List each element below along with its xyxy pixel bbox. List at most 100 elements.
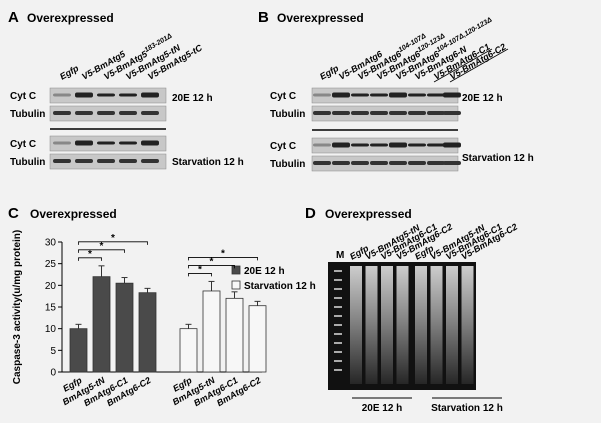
gel-lane <box>415 266 427 384</box>
band <box>351 143 369 147</box>
ladder-band <box>334 279 342 281</box>
band <box>427 93 445 97</box>
bar <box>202 290 221 373</box>
gel-lane <box>365 266 378 384</box>
band <box>53 93 71 97</box>
significance-marker: * <box>111 233 115 244</box>
band <box>141 92 159 98</box>
band <box>53 159 71 163</box>
significance-marker: * <box>100 241 104 252</box>
panel-letter: B <box>258 9 269 26</box>
ladder-band <box>334 360 342 362</box>
band <box>427 161 445 165</box>
band <box>389 92 407 98</box>
panel-letter: C <box>8 205 19 222</box>
ladder-band <box>334 324 342 326</box>
band <box>97 159 115 163</box>
band <box>389 142 407 148</box>
band <box>119 159 137 163</box>
y-tick-label: 20 <box>45 281 57 292</box>
band <box>351 93 369 97</box>
band <box>370 111 388 115</box>
legend-swatch <box>231 280 241 290</box>
ladder-band <box>334 351 342 353</box>
legend-label: Starvation 12 h <box>244 281 316 292</box>
row-label: Tubulin <box>10 109 45 120</box>
legend-label: 20E 12 h <box>244 266 285 277</box>
ladder-band <box>334 288 342 290</box>
condition-label: Starvation 12 h <box>462 153 534 164</box>
row-label: Cyt C <box>10 139 36 150</box>
bar <box>138 292 157 373</box>
band <box>119 111 137 115</box>
band <box>408 111 426 115</box>
panel-letter: A <box>8 9 19 26</box>
band <box>427 143 445 147</box>
marker-lane-label: M <box>336 250 344 261</box>
band <box>97 93 115 97</box>
bar <box>225 297 244 373</box>
significance-marker: * <box>88 249 92 260</box>
significance-bracket <box>188 265 235 269</box>
panel-title: Overexpressed <box>27 11 114 25</box>
group-label: 20E 12 h <box>362 403 403 414</box>
band <box>332 161 350 165</box>
gel-lane <box>381 266 393 384</box>
band <box>427 111 445 115</box>
row-label: Cyt C <box>10 91 36 102</box>
bar <box>115 282 134 373</box>
row-label: Cyt C <box>270 91 296 102</box>
legend-swatch <box>231 265 241 275</box>
band <box>75 92 93 98</box>
condition-label: 20E 12 h <box>172 93 213 104</box>
ladder-band <box>334 306 342 308</box>
significance-marker: * <box>210 256 214 267</box>
band <box>351 161 369 165</box>
band <box>75 159 93 163</box>
gel-lane <box>430 266 443 384</box>
band <box>119 141 137 145</box>
significance-bracket <box>188 257 258 261</box>
band <box>443 111 461 115</box>
band <box>370 93 388 97</box>
ladder-band <box>334 369 342 371</box>
band <box>351 111 369 115</box>
band <box>313 143 331 147</box>
y-tick-label: 15 <box>45 303 57 314</box>
gel-lane <box>446 266 458 384</box>
y-tick-label: 5 <box>50 346 56 357</box>
band <box>443 92 461 98</box>
band <box>443 142 461 148</box>
band <box>141 111 159 115</box>
significance-bracket <box>188 273 212 277</box>
gel-lane <box>396 266 409 384</box>
band <box>389 161 407 165</box>
significance-bracket <box>78 241 148 245</box>
band <box>408 161 426 165</box>
band <box>313 111 331 115</box>
underline <box>449 48 509 83</box>
condition-label: Starvation 12 h <box>172 157 244 168</box>
significance-marker: * <box>198 264 202 275</box>
bar <box>179 328 198 373</box>
band <box>97 111 115 115</box>
row-label: Tubulin <box>270 159 305 170</box>
band <box>97 141 115 145</box>
ladder-band <box>334 315 342 317</box>
panel-title: Overexpressed <box>30 207 117 221</box>
band <box>389 111 407 115</box>
band <box>313 93 331 97</box>
gel-lane <box>350 266 362 384</box>
row-label: Cyt C <box>270 141 296 152</box>
band <box>443 161 461 165</box>
significance-bracket <box>78 257 102 261</box>
band <box>332 92 350 98</box>
condition-label: 20E 12 h <box>462 93 503 104</box>
panel-letter: D <box>305 205 316 222</box>
band <box>370 161 388 165</box>
lane-name: Egfp <box>58 63 81 82</box>
bar <box>92 276 111 373</box>
band <box>119 93 137 97</box>
significance-marker: * <box>221 248 225 259</box>
